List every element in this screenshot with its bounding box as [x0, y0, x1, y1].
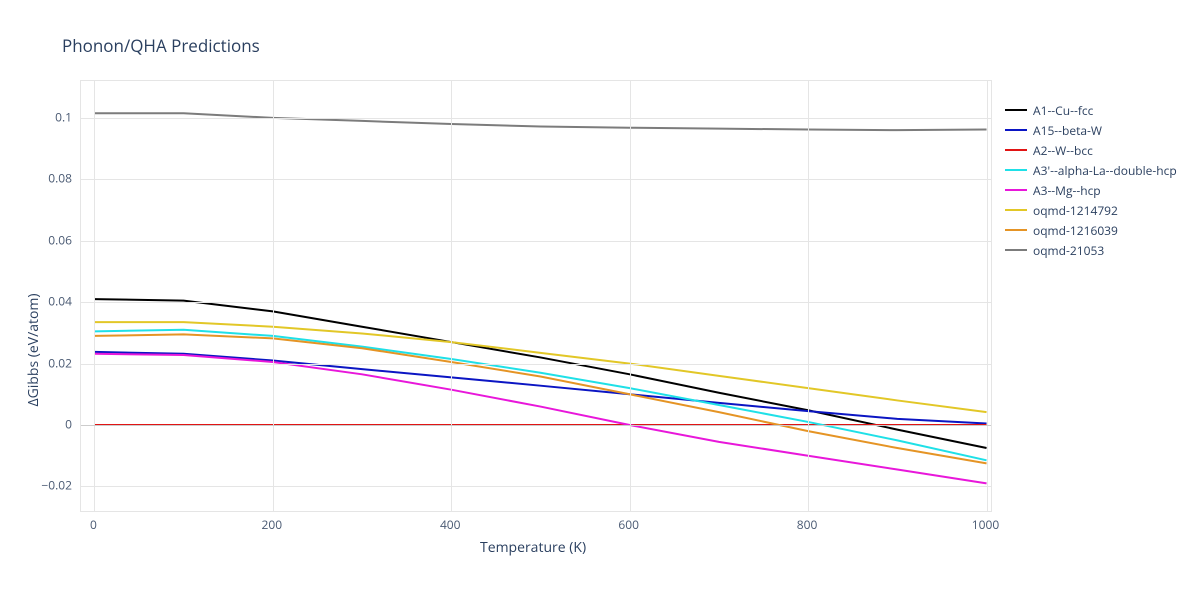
gridline-h — [81, 179, 991, 180]
legend: A1--Cu--fcc A15--beta-W A2--W--bcc A3'--alp… — [1005, 100, 1177, 260]
gridline-h — [81, 302, 991, 303]
plot-area[interactable] — [80, 80, 992, 512]
series-line[interactable] — [94, 113, 986, 130]
legend-swatch — [1005, 129, 1027, 131]
legend-label: oqmd-21053 — [1033, 242, 1104, 259]
legend-item[interactable]: A1--Cu--fcc — [1005, 100, 1177, 120]
legend-label: oqmd-1216039 — [1033, 222, 1118, 239]
gridline-v — [630, 81, 631, 511]
legend-item[interactable]: A3--Mg--hcp — [1005, 180, 1177, 200]
legend-swatch — [1005, 229, 1027, 231]
y-tick-label: −0.02 — [41, 477, 72, 494]
line-chart-svg — [81, 81, 991, 511]
x-tick-label: 200 — [262, 516, 283, 533]
legend-item[interactable]: oqmd-1216039 — [1005, 220, 1177, 240]
gridline-v — [451, 81, 452, 511]
gridline-v — [94, 81, 95, 511]
legend-item[interactable]: oqmd-21053 — [1005, 240, 1177, 260]
gridline-v — [987, 81, 988, 511]
legend-label: A3'--alpha-La--double-hcp — [1033, 162, 1177, 179]
gridline-h — [81, 241, 991, 242]
gridline-v — [808, 81, 809, 511]
x-tick-label: 1000 — [972, 516, 999, 533]
legend-label: A3--Mg--hcp — [1033, 182, 1101, 199]
x-tick-label: 600 — [618, 516, 639, 533]
legend-item[interactable]: A2--W--bcc — [1005, 140, 1177, 160]
chart-container: Phonon/QHA Predictions ΔGibbs (eV/atom) … — [0, 0, 1200, 600]
x-tick-label: 0 — [90, 516, 97, 533]
legend-swatch — [1005, 249, 1027, 251]
legend-label: oqmd-1214792 — [1033, 202, 1118, 219]
gridline-h — [81, 486, 991, 487]
x-axis-label: Temperature (K) — [480, 538, 586, 557]
chart-title: Phonon/QHA Predictions — [62, 34, 260, 57]
gridline-v — [273, 81, 274, 511]
legend-item[interactable]: A15--beta-W — [1005, 120, 1177, 140]
y-tick-label: 0.1 — [55, 108, 72, 125]
x-tick-label: 800 — [797, 516, 818, 533]
legend-swatch — [1005, 149, 1027, 151]
x-tick-label: 400 — [440, 516, 461, 533]
y-tick-label: 0 — [65, 416, 72, 433]
legend-swatch — [1005, 169, 1027, 171]
legend-item[interactable]: oqmd-1214792 — [1005, 200, 1177, 220]
legend-swatch — [1005, 209, 1027, 211]
y-axis-label: ΔGibbs (eV/atom) — [24, 293, 43, 406]
legend-label: A15--beta-W — [1033, 122, 1102, 139]
legend-swatch — [1005, 189, 1027, 191]
legend-item[interactable]: A3'--alpha-La--double-hcp — [1005, 160, 1177, 180]
legend-swatch — [1005, 109, 1027, 111]
y-tick-label: 0.08 — [48, 170, 72, 187]
legend-label: A1--Cu--fcc — [1033, 102, 1093, 119]
legend-label: A2--W--bcc — [1033, 142, 1093, 159]
y-tick-label: 0.04 — [48, 293, 72, 310]
y-tick-label: 0.02 — [48, 354, 72, 371]
y-tick-label: 0.06 — [48, 231, 72, 248]
gridline-h — [81, 364, 991, 365]
gridline-h — [81, 118, 991, 119]
zero-line — [81, 425, 991, 426]
